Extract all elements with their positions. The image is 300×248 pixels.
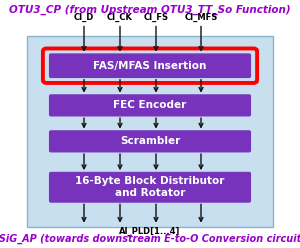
FancyBboxPatch shape xyxy=(27,36,273,227)
FancyBboxPatch shape xyxy=(50,54,250,77)
Text: CI_CK: CI_CK xyxy=(107,13,133,22)
Text: CI_FS: CI_FS xyxy=(143,13,169,22)
FancyBboxPatch shape xyxy=(50,95,250,116)
Text: OTU3_CP (from Upstream OTU3_TT_So Function): OTU3_CP (from Upstream OTU3_TT_So Functi… xyxy=(9,4,291,15)
FancyBboxPatch shape xyxy=(50,172,250,202)
Text: AI_PLD[1...4]: AI_PLD[1...4] xyxy=(119,227,181,236)
Text: FEC Encoder: FEC Encoder xyxy=(113,100,187,110)
Text: 16-Byte Block Distributor
and Rotator: 16-Byte Block Distributor and Rotator xyxy=(75,176,225,198)
Text: CI_MFS: CI_MFS xyxy=(184,13,218,22)
Text: OTSiG_AP (towards downstream E-to-O Conversion circuitry): OTSiG_AP (towards downstream E-to-O Conv… xyxy=(0,233,300,244)
Text: CI_D: CI_D xyxy=(74,13,94,22)
Text: FAS/MFAS Insertion: FAS/MFAS Insertion xyxy=(93,61,207,71)
FancyBboxPatch shape xyxy=(50,131,250,152)
Text: Scrambler: Scrambler xyxy=(120,136,180,146)
